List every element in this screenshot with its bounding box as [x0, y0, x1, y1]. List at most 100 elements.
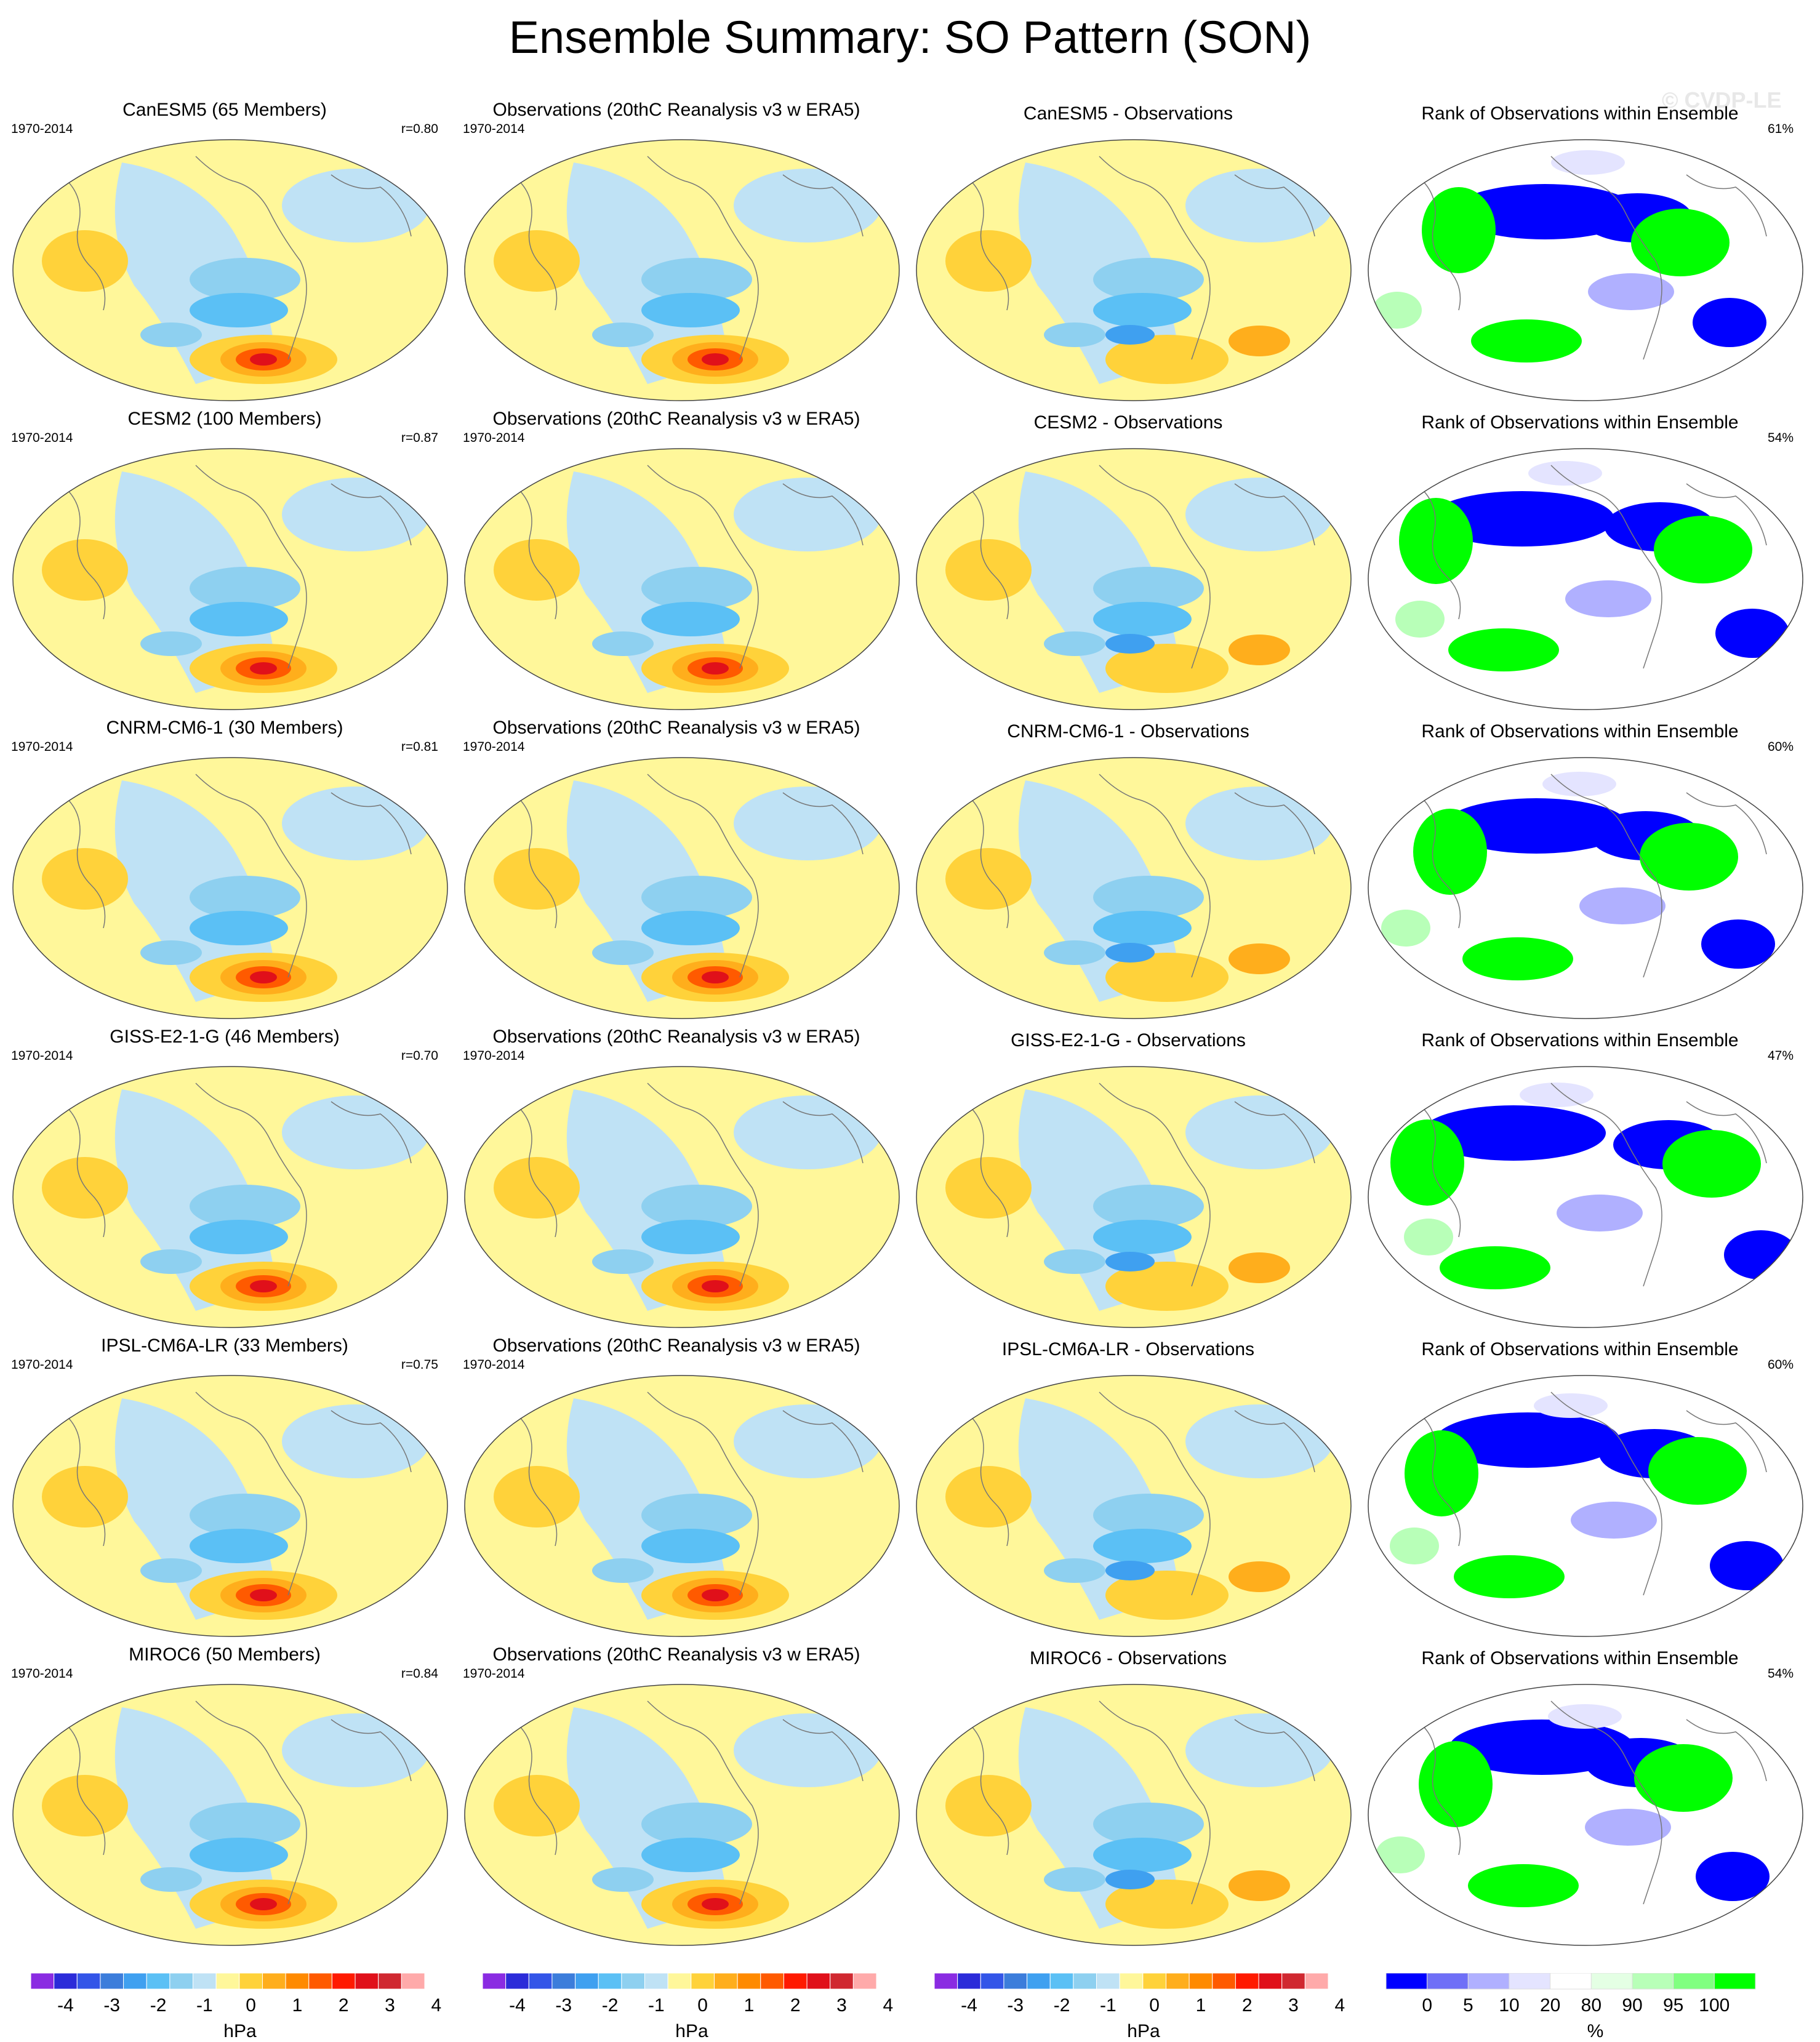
colorbar-swatch — [598, 1973, 622, 1990]
panel-title: Rank of Observations within Ensemble — [1421, 412, 1739, 433]
colorbar-diff-unit: hPa — [1127, 2021, 1160, 2041]
panel-rank-cesm2: Rank of Observations within Ensemble 54% — [1355, 409, 1805, 713]
colorbar-swatch — [262, 1973, 286, 1990]
colorbar-tick: 2 — [1242, 1995, 1253, 2016]
colorbar-rank-swatch — [1509, 1973, 1551, 1990]
colorbar-swatch — [644, 1973, 668, 1990]
panel-obs-ipsl-cm6a-lr: Observations (20thC Reanalysis v3 w ERA5… — [452, 1335, 901, 1640]
colorbar-tick: -4 — [509, 1995, 526, 2016]
panel-title: Rank of Observations within Ensemble — [1421, 1030, 1739, 1051]
colorbar-swatch — [713, 1973, 738, 1990]
correlation-label: r=0.70 — [401, 1049, 438, 1063]
colorbar-swatch — [528, 1973, 553, 1990]
colorbar-swatch — [1165, 1973, 1190, 1990]
colorbar-swatch — [1189, 1973, 1213, 1990]
map-field — [13, 449, 447, 710]
colorbar-swatch — [505, 1973, 529, 1990]
colorbar-swatch — [760, 1973, 784, 1990]
map-field — [465, 140, 899, 401]
colorbar-tick: 0 — [1149, 1995, 1160, 2016]
panel-title: CNRM-CM6-1 - Observations — [1007, 721, 1249, 742]
panel-diff-giss-e2-1-g: GISS-E2-1-G - Observations — [904, 1027, 1353, 1331]
colorbar-swatch — [1073, 1973, 1097, 1990]
panel-title: MIROC6 (50 Members) — [129, 1644, 321, 1665]
period-label: 1970-2014 — [463, 122, 525, 136]
map-field — [465, 1375, 899, 1636]
panel-obs-cnrm-cm6-1: Observations (20thC Reanalysis v3 w ERA5… — [452, 718, 901, 1022]
colorbar-swatch — [193, 1973, 217, 1990]
panel-model-cnrm-cm6-1: CNRM-CM6-1 (30 Members) 1970-2014 r=0.81 — [0, 718, 449, 1022]
colorbar-swatch — [401, 1973, 425, 1990]
colorbar-swatch — [146, 1973, 170, 1990]
colorbar-rank-tick: 0 — [1422, 1995, 1432, 2016]
map-rank — [1368, 1375, 1803, 1637]
rank-percent-label: 47% — [1767, 1049, 1794, 1063]
map-diff — [916, 1066, 1352, 1328]
panel-model-ipsl-cm6a-lr: IPSL-CM6A-LR (33 Members) 1970-2014 r=0.75 — [0, 1335, 449, 1640]
panel-title: Observations (20thC Reanalysis v3 w ERA5… — [492, 718, 860, 738]
panel-title: CanESM5 (65 Members) — [122, 100, 327, 120]
map-field — [13, 758, 447, 1019]
colorbar-tick: 3 — [836, 1995, 847, 2016]
panel-diff-cesm2: CESM2 - Observations — [904, 409, 1353, 713]
colorbar-swatch — [1281, 1973, 1305, 1990]
correlation-label: r=0.75 — [401, 1358, 438, 1372]
map-model — [12, 1066, 448, 1328]
colorbar-rank-tick: 5 — [1463, 1995, 1473, 2016]
map-field — [1368, 449, 1803, 710]
period-label: 1970-2014 — [11, 1667, 73, 1681]
map-field — [916, 140, 1351, 401]
map-field — [465, 758, 899, 1019]
colorbar-tick: 1 — [744, 1995, 755, 2016]
panel-title: Observations (20thC Reanalysis v3 w ERA5… — [492, 1027, 860, 1047]
map-field — [465, 449, 899, 710]
map-field — [916, 1067, 1351, 1327]
colorbar-rank-tick: 95 — [1663, 1995, 1683, 2016]
map-rank — [1368, 1066, 1803, 1328]
colorbar-swatch — [621, 1973, 646, 1990]
period-label: 1970-2014 — [11, 431, 73, 445]
colorbar-swatch — [737, 1973, 761, 1990]
map-diff — [916, 757, 1352, 1019]
colorbar-swatch — [1003, 1973, 1028, 1990]
colorbar-swatch — [667, 1973, 692, 1990]
map-field — [1368, 140, 1803, 401]
colorbar-rank-tick: 10 — [1499, 1995, 1519, 2016]
map-field — [13, 1375, 447, 1636]
panel-model-miroc6: MIROC6 (50 Members) 1970-2014 r=0.84 — [0, 1644, 449, 1949]
map-field — [465, 1684, 899, 1945]
panel-title: CNRM-CM6-1 (30 Members) — [106, 718, 343, 738]
colorbar-obs: -4 -3 -2 -1 0 1 2 3 4 hPa — [476, 1973, 907, 2041]
map-diff — [916, 1684, 1352, 1946]
colorbar-tick: 1 — [292, 1995, 303, 2016]
colorbar-swatch — [54, 1973, 78, 1990]
map-obs — [464, 1684, 900, 1946]
panel-rank-ipsl-cm6a-lr: Rank of Observations within Ensemble 60% — [1355, 1335, 1805, 1640]
colorbar-rank-swatch — [1385, 1973, 1428, 1990]
colorbar-rank-swatch — [1467, 1973, 1510, 1990]
colorbar-swatch — [575, 1973, 599, 1990]
colorbar-rank-swatch — [1550, 1973, 1592, 1990]
panel-title: CESM2 - Observations — [1033, 412, 1223, 433]
colorbar-diff: -4 -3 -2 -1 0 1 2 3 4 hPa — [928, 1973, 1359, 2041]
rank-percent-label: 60% — [1767, 740, 1794, 754]
map-diff — [916, 1375, 1352, 1637]
colorbar-swatch — [1142, 1973, 1166, 1990]
colorbar-swatch — [1235, 1973, 1259, 1990]
panel-title: Observations (20thC Reanalysis v3 w ERA5… — [492, 409, 860, 429]
colorbar-tick: 0 — [246, 1995, 256, 2016]
map-model — [12, 757, 448, 1019]
map-field — [1368, 1684, 1803, 1945]
colorbar-tick: -1 — [196, 1995, 213, 2016]
period-label: 1970-2014 — [11, 1049, 73, 1063]
watermark: © CVDP-LE — [1662, 87, 1782, 113]
colorbar-tick: 1 — [1196, 1995, 1206, 2016]
colorbar-model-svg: -4 -3 -2 -1 0 1 2 3 4 — [30, 1973, 441, 2016]
colorbar-tick: -1 — [1100, 1995, 1116, 2016]
colorbar-swatch — [239, 1973, 263, 1990]
figure-title: Ensemble Summary: SO Pattern (SON) — [508, 12, 1312, 63]
colorbar-swatch — [1304, 1973, 1329, 1990]
colorbar-swatch — [691, 1973, 715, 1990]
colorbar-tick: -3 — [555, 1995, 572, 2016]
panel-model-giss-e2-1-g: GISS-E2-1-G (46 Members) 1970-2014 r=0.70 — [0, 1027, 449, 1331]
